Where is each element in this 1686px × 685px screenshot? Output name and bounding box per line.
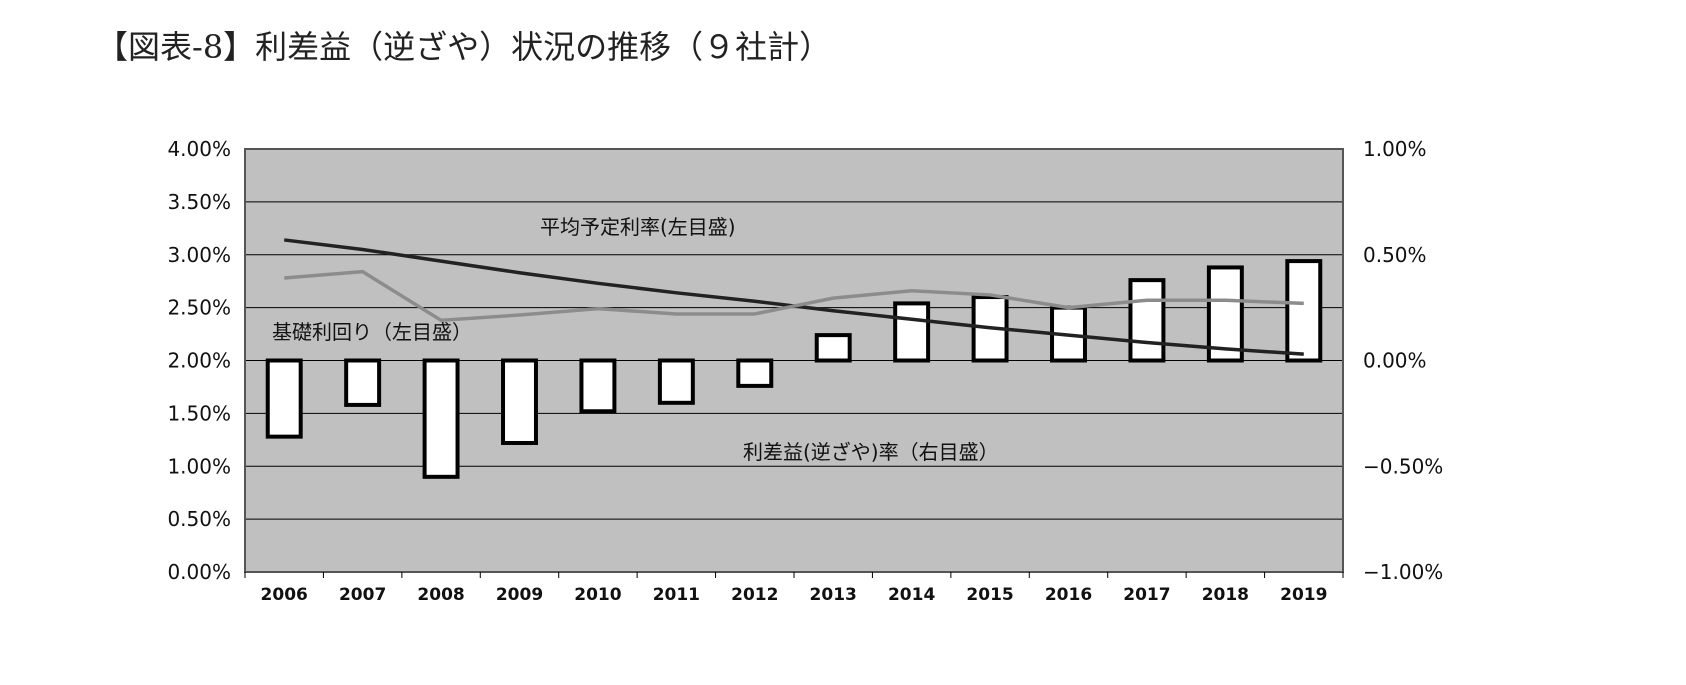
spread-bar	[1128, 278, 1166, 363]
bar-series	[265, 259, 1323, 479]
planned-rate-label: 平均予定利率(左目盛)	[540, 215, 736, 239]
right-tick-label: −1.00%	[1363, 560, 1443, 584]
spread-label: 利差益(逆ざや)率（右目盛）	[743, 440, 999, 464]
spread-bar	[1206, 265, 1244, 363]
axis-ticks: 0.00% 0.50% 1.00% 1.50% 2.00% 2.50% 3.00% 3.50%…	[167, 137, 1443, 605]
left-tick-label: 4.00%	[167, 137, 231, 161]
left-tick-label: 1.00%	[167, 454, 231, 478]
left-tick-label: 0.00%	[167, 560, 231, 584]
x-tick-label: 2011	[653, 585, 700, 605]
spread-bar	[344, 358, 382, 407]
plot-area	[244, 148, 1344, 578]
right-tick-label: −0.50%	[1363, 454, 1443, 478]
spread-bar	[657, 358, 695, 405]
left-tick-label: 3.00%	[167, 243, 231, 267]
x-tick-label: 2017	[1123, 585, 1170, 605]
spread-bar	[422, 358, 460, 479]
left-tick-label: 2.50%	[167, 296, 231, 320]
spread-bar	[814, 333, 852, 363]
base-yield-line	[284, 269, 1304, 323]
spread-bar	[893, 301, 931, 363]
x-tick-label: 2009	[496, 585, 543, 605]
left-tick-label: 1.50%	[167, 401, 231, 425]
line-series	[284, 238, 1304, 356]
left-tick-label: 2.00%	[167, 349, 231, 373]
x-tick-label: 2012	[731, 585, 778, 605]
x-tick-label: 2015	[966, 585, 1013, 605]
x-tick-label: 2010	[574, 585, 621, 605]
base-yield-label: 基礎利回り（左目盛）	[272, 320, 472, 344]
right-tick-label: 0.00%	[1363, 349, 1427, 373]
spread-bar	[265, 358, 303, 439]
x-tick-label: 2014	[888, 585, 935, 605]
right-tick-label: 1.00%	[1363, 137, 1427, 161]
spread-bar	[501, 358, 538, 445]
x-tick-label: 2013	[810, 585, 857, 605]
x-tick-label: 2008	[417, 585, 464, 605]
x-tick-label: 2006	[261, 585, 308, 605]
x-tick-label: 2016	[1045, 585, 1092, 605]
chart-title: 【図表-8】利差益（逆ざや）状況の推移（９社計）	[96, 28, 832, 66]
left-tick-label: 0.50%	[167, 507, 231, 531]
left-tick-label: 3.50%	[167, 190, 231, 214]
x-tick-label: 2007	[339, 585, 386, 605]
spread-bar	[1285, 259, 1323, 363]
x-tick-label: 2018	[1202, 585, 1249, 605]
x-tick-label: 2019	[1280, 585, 1327, 605]
spread-bar	[736, 358, 774, 388]
right-tick-label: 0.50%	[1363, 243, 1427, 267]
spread-bar	[579, 358, 617, 414]
